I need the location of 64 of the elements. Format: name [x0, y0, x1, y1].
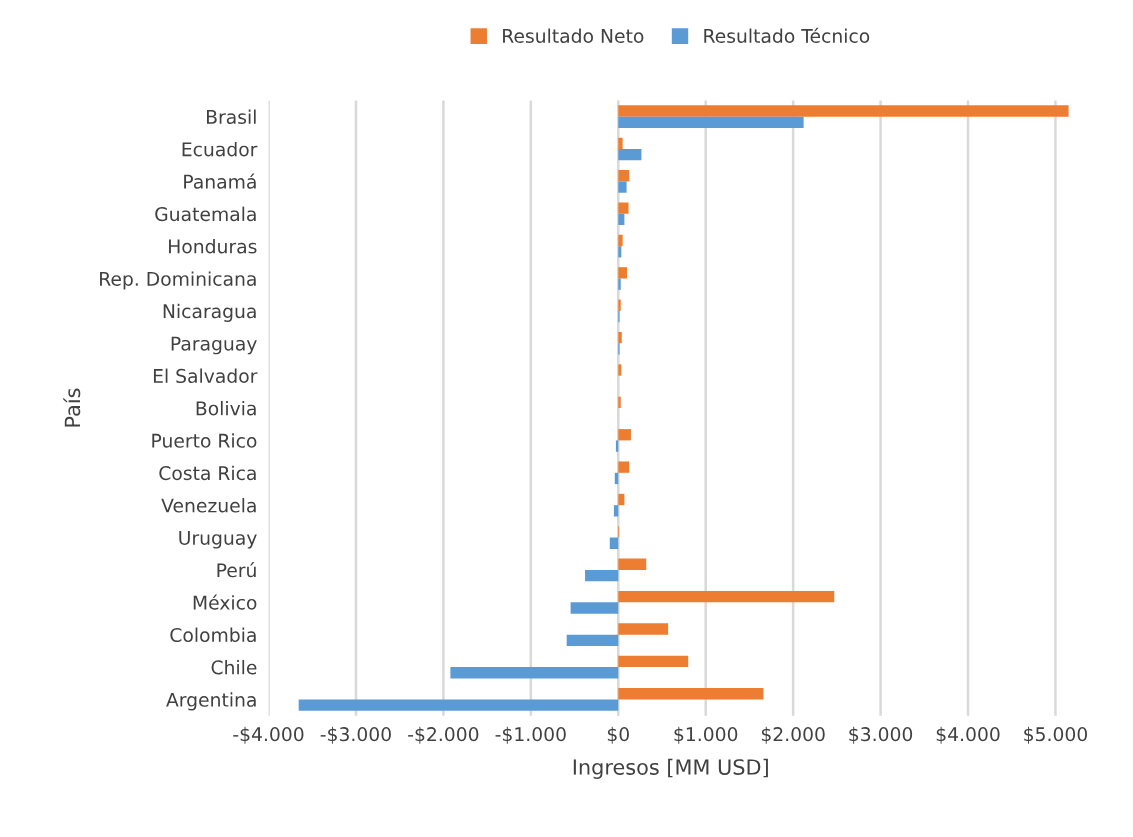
bar: [618, 558, 647, 570]
bar: [618, 623, 669, 635]
bar: [618, 181, 627, 193]
y-tick-label: Bolivia: [196, 400, 256, 416]
x-tick-label: $1.000: [674, 726, 738, 744]
x-tick-label: -$2.000: [408, 726, 479, 744]
bar: [585, 569, 619, 582]
y-tick-label: Argentina: [166, 692, 256, 711]
y-tick-label: Honduras: [169, 239, 257, 254]
y-tick-label: Guatemala: [155, 206, 256, 222]
bar: [618, 105, 1069, 117]
x-tick-label: -$4.000: [233, 726, 304, 744]
bar: [618, 688, 764, 700]
legend-label: Resultado Técnico: [704, 27, 870, 44]
y-tick-label: Ecuador: [182, 141, 258, 157]
bar: [618, 170, 630, 182]
y-tick-label: Brasil: [207, 109, 256, 125]
y-tick-label: Venezuela: [161, 498, 256, 513]
y-tick-label: Panamá: [184, 173, 256, 189]
bar: [613, 505, 619, 517]
bar: [618, 137, 623, 150]
y-tick-label: Nicaragua: [163, 303, 256, 322]
x-tick-label: -$1.000: [495, 726, 566, 744]
bar: [618, 493, 625, 506]
y-axis-title: País: [63, 388, 81, 427]
y-tick-label: Chile: [211, 659, 257, 675]
y-tick-label: Paraguay: [171, 336, 257, 355]
legend-label: Resultado Neto: [503, 28, 644, 44]
bar: [298, 699, 619, 711]
bar: [618, 331, 622, 344]
y-tick-label: Puerto Rico: [152, 433, 257, 448]
bar: [570, 602, 619, 614]
x-tick-label: $3.000: [849, 726, 913, 744]
bar: [618, 461, 630, 473]
bar: [618, 246, 622, 258]
bar: [618, 278, 621, 290]
y-tick-label: Costa Rica: [159, 465, 256, 481]
bar: [618, 149, 642, 161]
x-tick-label: $5.000: [1024, 726, 1088, 744]
bar: [618, 396, 621, 409]
y-tick-label: Uruguay: [179, 531, 257, 549]
bar: [618, 655, 689, 668]
bar: [618, 364, 622, 376]
x-tick-label: $0: [607, 726, 629, 744]
y-tick-label: El Salvador: [153, 368, 258, 384]
bar: [618, 202, 629, 214]
bar: [618, 590, 835, 603]
bar: [618, 213, 625, 226]
x-tick-label: $4.000: [936, 726, 1000, 744]
bar: [450, 667, 619, 679]
x-tick-label: -$3.000: [320, 726, 391, 744]
y-tick-label: Colombia: [170, 627, 256, 643]
bar: [618, 234, 623, 247]
bar: [618, 299, 621, 311]
y-tick-label: Rep. Dominicana: [100, 271, 256, 290]
bar: [609, 537, 619, 549]
bar: [618, 267, 628, 279]
x-tick-label: $2.000: [761, 726, 825, 744]
y-tick-label: México: [193, 594, 257, 610]
x-axis-title: Ingresos [MM USD]: [573, 758, 768, 779]
bar: [618, 116, 804, 128]
bar: [618, 429, 631, 441]
bar: [566, 634, 619, 647]
y-tick-label: Perú: [217, 562, 256, 578]
